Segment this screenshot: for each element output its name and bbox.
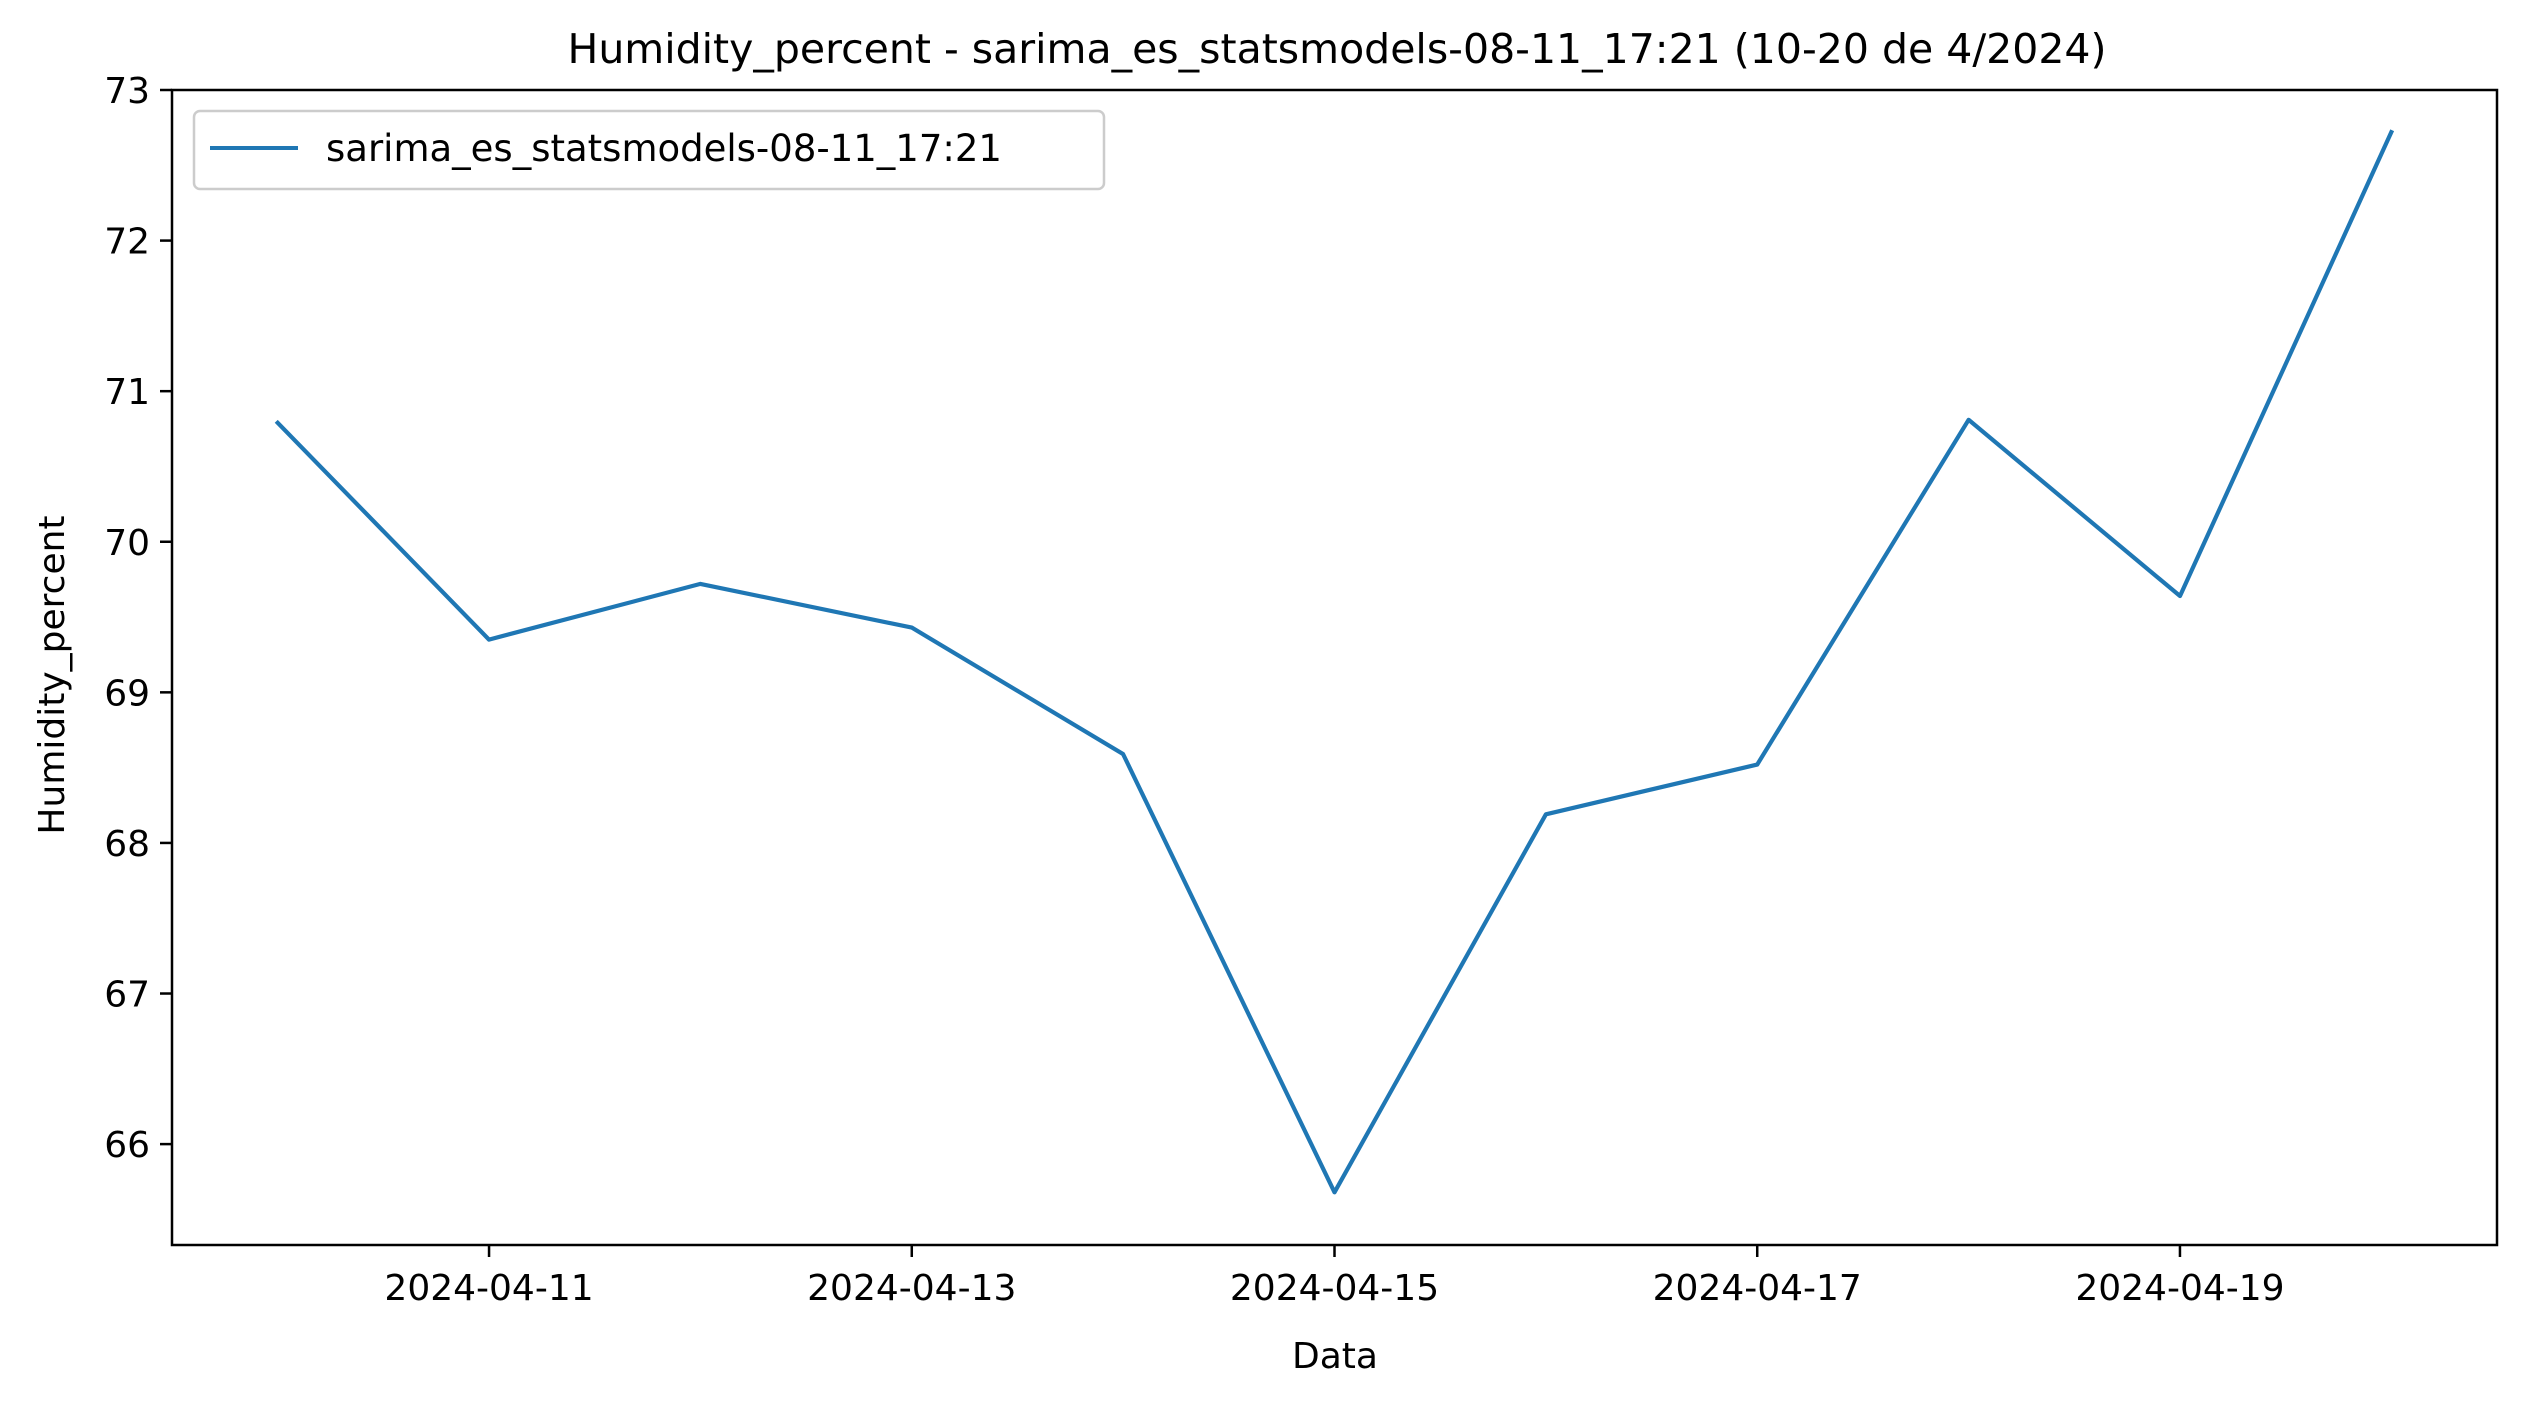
x-tick-label: 2024-04-15 (1230, 1268, 1439, 1309)
x-tick-label: 2024-04-17 (1653, 1268, 1862, 1309)
legend-label: sarima_es_statsmodels-08-11_17:21 (326, 127, 1002, 170)
y-axis-label: Humidity_percent (32, 515, 73, 834)
y-tick-label: 71 (104, 372, 150, 413)
y-tick-label: 70 (104, 523, 150, 564)
x-tick-label: 2024-04-19 (2075, 1268, 2284, 1309)
y-tick-label: 68 (104, 824, 150, 865)
legend: sarima_es_statsmodels-08-11_17:21 (192, 109, 1106, 191)
chart-title: Humidity_percent - sarima_es_statsmodels… (567, 25, 2106, 73)
x-axis: 2024-04-11 2024-04-13 2024-04-15 2024-04-17… (384, 1245, 2285, 1309)
x-axis-label: Data (1292, 1336, 1378, 1377)
y-tick-label: 69 (104, 673, 150, 714)
plot-area-frame (170, 88, 2499, 1247)
y-axis: 66 67 68 69 70 71 72 73 (104, 71, 172, 1166)
legend-box (192, 109, 1106, 191)
x-tick-label: 2024-04-11 (384, 1268, 593, 1309)
y-tick-label: 73 (104, 71, 150, 112)
series-line (274, 129, 2395, 1195)
y-tick-label: 72 (104, 222, 150, 263)
series-layer (274, 129, 2395, 1195)
y-tick-label: 67 (104, 975, 150, 1016)
x-tick-label: 2024-04-13 (807, 1268, 1016, 1309)
y-tick-label: 66 (104, 1125, 150, 1166)
